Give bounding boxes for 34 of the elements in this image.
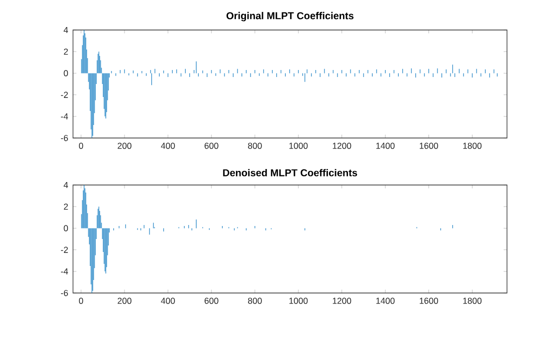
x-tick-label: 200 bbox=[118, 298, 132, 304]
x-tick-label: 600 bbox=[204, 142, 218, 149]
y-tick-label: 2 bbox=[64, 204, 68, 210]
x-tick-label: 800 bbox=[248, 298, 262, 304]
x-tick-label: 400 bbox=[160, 298, 175, 304]
y-tick-label: 4 bbox=[64, 182, 68, 188]
x-tick-label: 200 bbox=[118, 142, 132, 149]
x-tick-label: 1200 bbox=[332, 298, 352, 304]
x-tick-label: 1800 bbox=[463, 142, 482, 149]
y-tick-label: -2 bbox=[60, 92, 68, 98]
x-tick-label: 1600 bbox=[420, 298, 438, 304]
y-tick-label: -2 bbox=[60, 246, 68, 253]
x-tick-label: 1400 bbox=[376, 142, 395, 149]
y-tick-label: -6 bbox=[60, 134, 68, 142]
x-tick-label: 1000 bbox=[289, 298, 308, 304]
x-tick-label: 1000 bbox=[289, 142, 308, 149]
y-tick-label: -4 bbox=[60, 268, 68, 274]
y-tick-label: -4 bbox=[60, 113, 68, 120]
chart-title: Denoised MLPT Coefficients bbox=[223, 168, 358, 176]
x-tick-label: 0 bbox=[78, 142, 84, 149]
x-tick-label: 1400 bbox=[376, 298, 395, 304]
x-tick-label: 1800 bbox=[463, 298, 482, 304]
y-tick-label: 0 bbox=[64, 225, 68, 232]
x-tick-label: 400 bbox=[160, 142, 175, 149]
x-tick-label: 800 bbox=[248, 142, 262, 149]
y-tick-label: 2 bbox=[64, 48, 68, 55]
x-tick-label: 600 bbox=[204, 298, 218, 304]
x-tick-label: 1600 bbox=[420, 142, 438, 149]
y-tick-label: -6 bbox=[60, 290, 68, 296]
chart-title: Original MLPT Coefficients bbox=[226, 12, 354, 22]
x-tick-label: 0 bbox=[78, 298, 84, 304]
y-tick-label: 4 bbox=[64, 27, 68, 33]
x-tick-label: 1200 bbox=[332, 142, 352, 149]
y-tick-label: 0 bbox=[64, 70, 68, 76]
